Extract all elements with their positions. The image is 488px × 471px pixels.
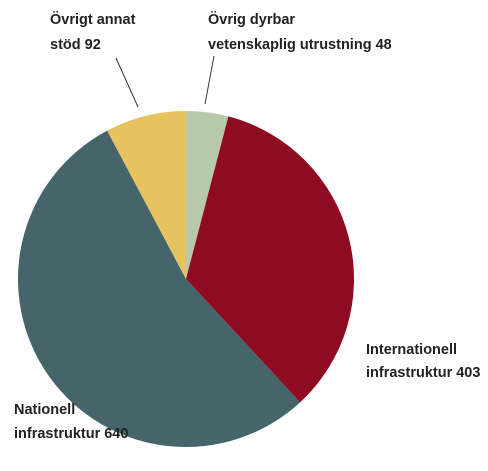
label-ovrig-dyrbar: Övrig dyrbar vetenskaplig utrustning 48 — [208, 11, 392, 53]
leader-line-ovrigt-annat — [115, 57, 139, 108]
slice-internationell — [186, 116, 354, 403]
label-internationell: Internationell infrastruktur 403 — [366, 342, 480, 381]
slice-ovrig-dyrbar — [186, 111, 229, 279]
slice-nationell — [17, 130, 301, 448]
label-ovrigt-annat: Övrigt annat stöd 92 — [50, 11, 139, 53]
leader-lines — [115, 55, 215, 108]
label-nationell: Nationell infrastruktur 640 — [14, 402, 128, 442]
leader-line-ovrig-dyrbar — [204, 55, 215, 105]
slice-ovrigt-annat — [107, 111, 186, 279]
pie-slices — [17, 111, 354, 448]
